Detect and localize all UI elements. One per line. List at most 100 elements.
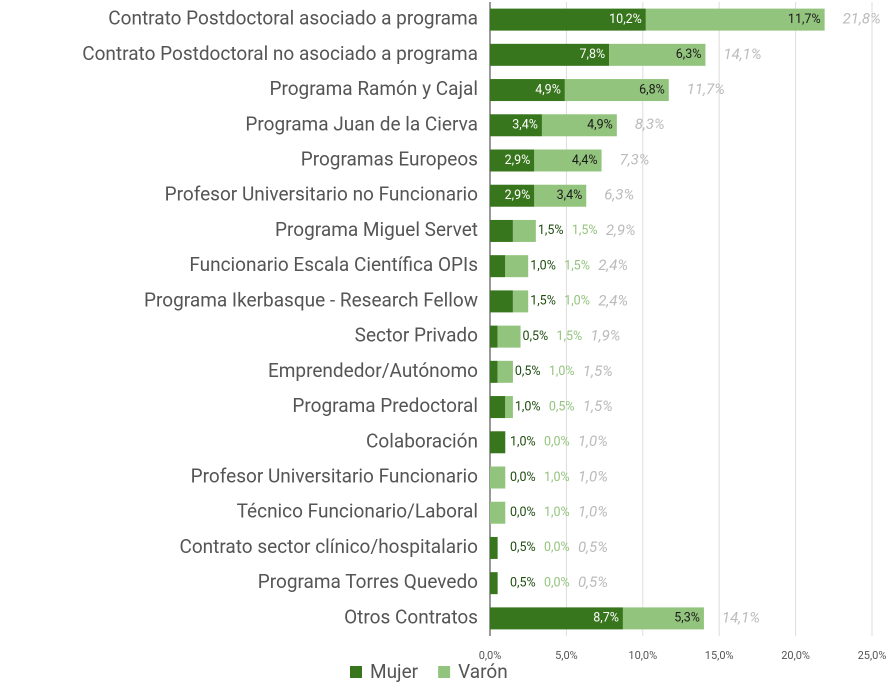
bar-segment — [497, 360, 513, 383]
bar-segment — [497, 325, 521, 348]
x-tick-label: 20,0% — [781, 649, 810, 662]
value-label: 2,9% — [505, 188, 531, 203]
category-label: Otros Contratos — [344, 605, 478, 628]
value-label: 1,5% — [538, 223, 564, 238]
total-label: 0,5% — [578, 573, 608, 591]
bar-segment — [490, 501, 506, 524]
value-label: 1,0% — [510, 435, 536, 450]
category-label: Programa Torres Quevedo — [258, 570, 478, 593]
bar-segment — [490, 114, 542, 137]
bar-segment — [490, 290, 513, 313]
category-label: Programa Ramón y Cajal — [269, 77, 478, 100]
total-label: 1,0% — [578, 467, 608, 485]
total-label: 11,7% — [687, 80, 725, 98]
value-label: 0,0% — [544, 435, 570, 450]
legend-label: Mujer — [370, 660, 419, 683]
category-label: Programa Ikerbasque - Research Fellow — [144, 288, 478, 311]
total-label: 14,1% — [723, 45, 761, 63]
bar-segment — [512, 219, 536, 242]
total-label: 1,0% — [578, 432, 608, 450]
x-tick-label: 25,0% — [858, 649, 887, 662]
category-label: Sector Privado — [355, 324, 478, 347]
total-label: 1,5% — [583, 397, 613, 415]
bar-segment — [490, 396, 506, 419]
bar-segment — [564, 79, 669, 102]
bar-segment — [622, 607, 704, 630]
x-tick-label: 10,0% — [628, 649, 657, 662]
value-label: 6,8% — [639, 82, 665, 97]
total-label: 8,3% — [635, 115, 665, 133]
total-label: 7,3% — [620, 150, 650, 168]
total-label: 1,0% — [578, 503, 608, 521]
value-label: 11,7% — [788, 12, 821, 27]
value-label: 5,3% — [674, 611, 700, 626]
category-label: Contrato Postdoctoral no asociado a prog… — [82, 42, 478, 65]
category-label: Programas Europeos — [301, 148, 478, 171]
bar-segment — [609, 43, 706, 66]
category-label: Programa Miguel Servet — [275, 218, 478, 241]
legend-label: Varón — [458, 660, 508, 683]
total-label: 21,8% — [843, 10, 881, 28]
value-label: 1,0% — [530, 258, 556, 273]
value-label: 0,5% — [515, 364, 541, 379]
value-label: 2,9% — [505, 153, 531, 168]
total-label: 6,3% — [604, 186, 634, 204]
value-label: 0,0% — [510, 505, 536, 520]
x-tick-label: 15,0% — [705, 649, 734, 662]
bar-segment — [490, 184, 535, 207]
legend-swatch — [438, 666, 451, 678]
category-label: Colaboración — [366, 429, 478, 452]
bar-segment — [490, 536, 498, 559]
value-label: 0,5% — [510, 540, 536, 555]
value-label: 1,0% — [549, 364, 575, 379]
bar-segment — [490, 607, 623, 630]
total-label: 2,4% — [598, 256, 628, 274]
total-label: 2,9% — [606, 221, 636, 239]
bar-segment — [490, 572, 498, 595]
legend-swatch — [350, 666, 362, 678]
value-label: 4,9% — [535, 82, 561, 97]
bar-segment — [490, 43, 610, 66]
bar-segment — [534, 149, 602, 172]
value-label: 10,2% — [609, 12, 642, 27]
value-label: 1,0% — [544, 505, 570, 520]
category-label: Programa Predoctoral — [292, 394, 478, 417]
bar-segment — [490, 360, 498, 383]
bar-segment — [490, 149, 535, 172]
bar-segment — [541, 114, 617, 137]
value-label: 8,7% — [593, 611, 619, 626]
value-label: 0,5% — [510, 575, 536, 590]
bar-segment — [490, 79, 565, 102]
bar-segment — [505, 396, 513, 419]
value-label: 0,0% — [544, 540, 570, 555]
category-label: Contrato Postdoctoral asociado a program… — [108, 7, 478, 30]
x-tick-label: 5,0% — [555, 649, 578, 662]
bar-segment — [645, 8, 825, 31]
value-label: 3,4% — [512, 118, 538, 133]
category-label: Profesor Universitario Funcionario — [191, 465, 478, 488]
category-label: Programa Juan de la Cierva — [245, 112, 478, 135]
value-label: 6,3% — [676, 47, 702, 62]
bar-segment — [490, 219, 513, 242]
value-label: 1,5% — [564, 258, 590, 273]
bar-segment — [490, 255, 506, 278]
total-label: 1,5% — [583, 362, 613, 380]
category-label: Funcionario Escala Científica OPIs — [189, 253, 478, 276]
value-label: 0,5% — [549, 399, 575, 414]
bar-segment — [490, 431, 506, 454]
bar-segment — [490, 466, 506, 489]
value-label: 0,0% — [510, 470, 536, 485]
category-label: Técnico Funcionario/Laboral — [237, 500, 478, 523]
category-label: Contrato sector clínico/hospitalario — [179, 535, 478, 558]
total-label: 1,9% — [591, 327, 621, 345]
value-label: 3,4% — [557, 188, 583, 203]
bar-segment — [534, 184, 587, 207]
value-label: 7,8% — [580, 47, 606, 62]
bar-segment — [490, 325, 498, 348]
total-label: 14,1% — [722, 608, 760, 626]
value-label: 4,9% — [587, 118, 613, 133]
x-tick-label: 0,0% — [479, 649, 502, 662]
value-label: 1,0% — [515, 399, 541, 414]
value-label: 0,5% — [523, 329, 549, 344]
